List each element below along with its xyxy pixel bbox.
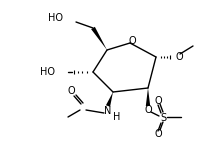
Text: S: S bbox=[159, 113, 165, 123]
Text: O: O bbox=[127, 36, 135, 46]
Text: HO: HO bbox=[48, 13, 63, 23]
Text: O: O bbox=[67, 86, 75, 96]
Polygon shape bbox=[91, 27, 106, 50]
Polygon shape bbox=[105, 92, 113, 107]
Text: O: O bbox=[154, 96, 161, 106]
Text: HO: HO bbox=[40, 67, 55, 77]
Text: O: O bbox=[154, 129, 161, 139]
Text: O: O bbox=[175, 52, 183, 62]
Text: H: H bbox=[113, 112, 120, 122]
Text: O: O bbox=[143, 105, 151, 115]
Polygon shape bbox=[145, 88, 149, 106]
Text: N: N bbox=[104, 106, 111, 116]
